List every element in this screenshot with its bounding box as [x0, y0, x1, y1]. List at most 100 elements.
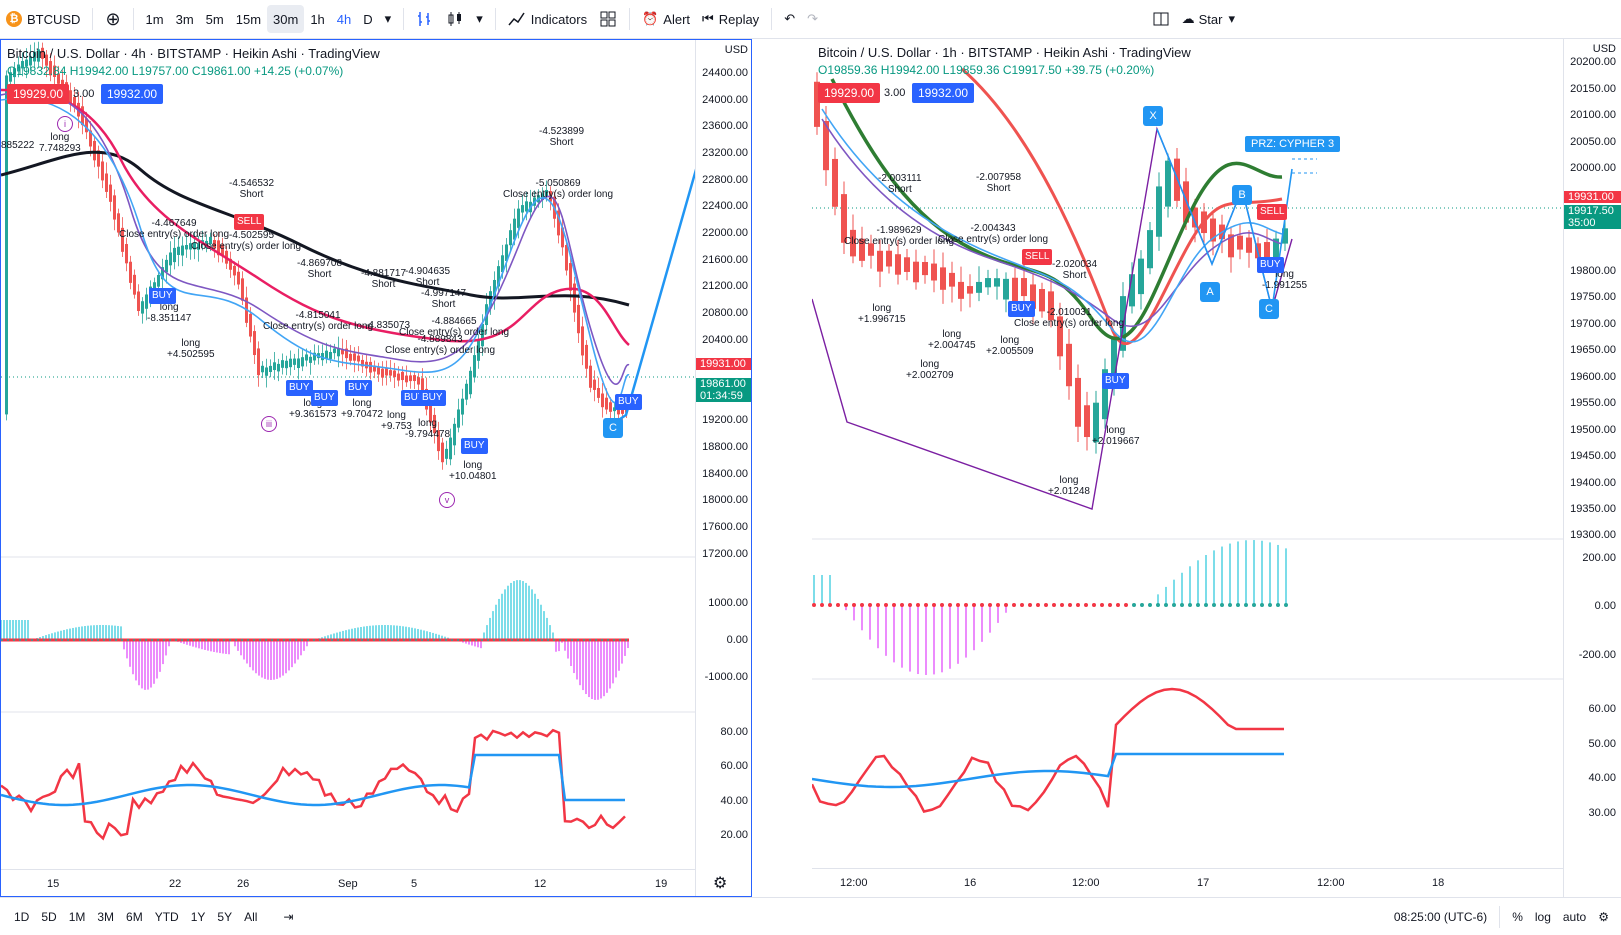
interval-30m[interactable]: 30m	[267, 5, 305, 33]
layout-split-icon[interactable]	[1146, 5, 1176, 33]
right-chart-canvas[interactable]	[812, 39, 1621, 897]
percent-toggle[interactable]: %	[1512, 909, 1523, 924]
settings-gear-icon[interactable]: ⚙	[713, 875, 728, 892]
interval-1m[interactable]: 1m	[145, 11, 164, 27]
left-buy-price-button[interactable]: 19932.00	[101, 84, 164, 104]
right-axis-currency[interactable]: USD	[1592, 43, 1616, 55]
left-chart-pane[interactable]: Bitcoin / U.S. Dollar · 4h · BITSTAMP · …	[0, 39, 752, 897]
redo-icon[interactable]: ↷	[807, 11, 818, 26]
left-price-axis[interactable]: USD 24400.00 24000.00 23600.00 23200.00 2280…	[695, 40, 751, 896]
candle	[505, 244, 508, 261]
candle	[301, 357, 304, 367]
candle	[285, 360, 288, 369]
buy-signal-badge[interactable]: BUY	[286, 380, 313, 396]
buy-signal-badge[interactable]: BUY	[149, 288, 176, 304]
interval-4h[interactable]: 4h	[336, 11, 352, 27]
right-price-label: 20100.00	[1570, 109, 1616, 121]
right-time-label: 18	[1432, 877, 1445, 889]
candle	[949, 272, 955, 287]
goto-date-icon[interactable]: ⇥	[283, 909, 294, 924]
layout-grid-icon[interactable]	[593, 5, 623, 33]
right-rsi_axis-label: 50.00	[1588, 738, 1616, 750]
candle	[859, 238, 865, 261]
range-1d-button[interactable]: 1D	[14, 909, 30, 924]
interval-3m[interactable]: 3m	[175, 11, 194, 27]
bitcoin-icon: ₿	[6, 11, 22, 27]
candle	[353, 353, 356, 361]
left-axis-currency[interactable]: USD	[724, 44, 748, 56]
auto-toggle[interactable]: auto	[1562, 909, 1587, 924]
range-1y-button[interactable]: 1Y	[190, 909, 206, 924]
buy-signal-badge[interactable]: BUY	[615, 394, 642, 410]
undo-icon[interactable]: ↶	[784, 11, 796, 26]
left-sell-price-button[interactable]: 19929.00	[7, 84, 70, 104]
ma-red-line	[961, 67, 1283, 346]
symbol-search[interactable]: ₿ BTCUSD	[0, 5, 86, 33]
macd-dot	[1076, 603, 1080, 607]
annotation-line: -8.351147	[147, 313, 192, 324]
right-buy-price-button[interactable]: 19932.00	[912, 83, 975, 103]
log-toggle[interactable]: log	[1534, 909, 1551, 924]
right-chart-pane[interactable]: Bitcoin / U.S. Dollar · 1h · BITSTAMP · …	[812, 39, 1621, 897]
candles-icon[interactable]	[440, 5, 470, 33]
sell-signal-badge[interactable]: SELL	[1022, 249, 1053, 265]
layout-name-button[interactable]: ☁ Star ▾	[1176, 5, 1241, 33]
scale-settings-icon[interactable]: ⚙	[1598, 909, 1609, 924]
interval-dropdown-icon[interactable]: ▾	[384, 11, 392, 26]
indicators-button[interactable]: Indicators	[502, 5, 593, 33]
buy-signal-badge[interactable]: BUY	[345, 380, 372, 396]
buy-signal-badge[interactable]: BUY	[1102, 373, 1129, 389]
candle	[29, 56, 32, 66]
macd-dot	[1052, 603, 1056, 607]
candle	[1012, 277, 1018, 302]
sell-signal-badge[interactable]: SELL	[1257, 204, 1288, 220]
buy-signal-badge[interactable]: BUY	[311, 390, 338, 406]
right-price-label: 19600.00	[1570, 371, 1616, 383]
left-macd_axis-label: 1000.00	[708, 597, 748, 609]
alert-button[interactable]: ⏰ Alert	[636, 5, 696, 33]
ma-blue-line	[1, 97, 630, 404]
compare-add-icon[interactable]: ⊕	[105, 8, 121, 29]
range-ytd-button[interactable]: YTD	[154, 909, 179, 924]
interval-5m[interactable]: 5m	[205, 11, 224, 27]
left-price-label: 19931.00	[696, 358, 751, 370]
candle	[461, 398, 464, 415]
replay-button[interactable]: ⏮ Replay	[696, 5, 765, 33]
buy-signal-badge[interactable]: BUY	[419, 390, 446, 406]
prz-cypher-label: PRZ: CYPHER 3	[1245, 136, 1341, 152]
chart-type-dropdown-icon[interactable]: ▾	[476, 11, 483, 26]
candle	[389, 370, 392, 376]
range-all-button[interactable]: All	[244, 909, 258, 924]
range-6m-button[interactable]: 6M	[126, 909, 143, 924]
interval-d[interactable]: D	[363, 11, 373, 27]
buy-signal-badge[interactable]: BUY	[1008, 301, 1035, 317]
left-rsi_axis-label: 60.00	[720, 760, 748, 772]
range-5y-button[interactable]: 5Y	[217, 909, 233, 924]
wave-label-circle: v	[439, 492, 455, 508]
right-time-axis[interactable]: 12:00 16 12:00 17 12:00 18	[812, 868, 1563, 897]
right-price-axis[interactable]: USD 20200.00 20150.00 20100.00 20050.00 2000…	[1563, 39, 1621, 897]
range-1m-button[interactable]: 1M	[68, 909, 86, 924]
buy-signal-badge[interactable]: BUY	[461, 438, 488, 454]
clock-timezone[interactable]: 08:25:00 (UTC-6)	[1393, 909, 1488, 924]
buy-signal-badge[interactable]: BUY	[1257, 257, 1284, 273]
sell-signal-badge[interactable]: SELL	[234, 214, 265, 230]
candle	[161, 267, 164, 280]
candle	[449, 437, 452, 460]
candle	[57, 73, 60, 84]
bar-style-icon[interactable]	[410, 5, 440, 33]
right-sell-price-button[interactable]: 19929.00	[818, 83, 881, 103]
ma-green-line	[830, 78, 1283, 341]
macd-dot	[1196, 603, 1200, 607]
annotation-line: -4.904635	[405, 266, 451, 277]
macd-dot	[1148, 603, 1152, 607]
range-5d-button[interactable]: 5D	[41, 909, 57, 924]
candle	[397, 373, 400, 381]
interval-15m[interactable]: 15m	[235, 11, 262, 27]
left-time-axis[interactable]: 15 22 26 Sep 5 12 19	[1, 869, 695, 896]
candle	[1165, 160, 1171, 207]
candle	[877, 250, 883, 272]
left-chart-canvas[interactable]	[1, 40, 752, 897]
range-3m-button[interactable]: 3M	[97, 909, 115, 924]
interval-1h[interactable]: 1h	[310, 11, 325, 27]
